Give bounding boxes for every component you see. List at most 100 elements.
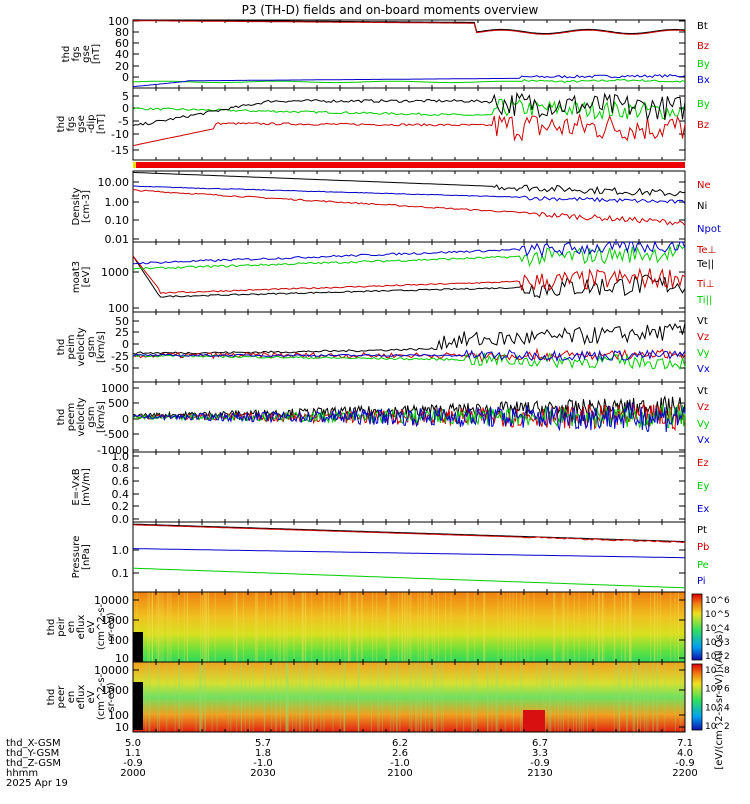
y-tick-label: 1.0 xyxy=(112,450,130,463)
y-axis-label: Pressure xyxy=(71,536,82,579)
npot-trace xyxy=(132,185,686,204)
x-row-label: thd_X-GSM xyxy=(6,738,61,749)
y-tick-label: 500 xyxy=(108,397,129,410)
y-axis-label: peem xyxy=(66,403,77,431)
y-axis-label: peir xyxy=(56,616,67,636)
pi-trace xyxy=(133,548,685,559)
y-axis-label: velocity xyxy=(76,327,87,366)
x-tick-label: 7.1 xyxy=(677,738,693,749)
y-axis-label: (cm^2-s- xyxy=(96,603,107,650)
ne-trace xyxy=(132,189,686,226)
x-tick-label: -0.9 xyxy=(675,758,695,769)
x-tick-label: 2000 xyxy=(120,768,145,779)
y-tick-label: 1000 xyxy=(101,382,129,395)
y-tick-label: -500 xyxy=(104,428,129,441)
y-tick-label: 0.6 xyxy=(112,475,130,488)
x-tick-label: 2130 xyxy=(527,768,552,779)
legend-entry: Npot xyxy=(697,224,721,235)
legend-entry: Ex xyxy=(697,504,709,515)
y-axis-label: [km/s] xyxy=(96,401,107,433)
y-tick-label: 100 xyxy=(108,709,129,722)
y-tick-label: 10.00 xyxy=(98,176,130,189)
x-tick-label: 2100 xyxy=(387,768,412,779)
bz-dip-trace xyxy=(132,114,686,147)
x-tick-label: 3.3 xyxy=(532,748,548,759)
colorbar-tick-label: 10^2 xyxy=(705,652,730,662)
y-axis-label: gse xyxy=(76,115,87,133)
legend-entry: Te|| xyxy=(696,259,714,270)
y-tick-label: 0.4 xyxy=(112,488,130,501)
y-axis-label: thd xyxy=(56,116,67,133)
x-tick-label: 6.2 xyxy=(392,738,408,749)
legend-entry: Vy xyxy=(697,348,710,359)
y-tick-label: -25 xyxy=(111,350,129,363)
bz-trace xyxy=(133,20,686,35)
legend-entry: Vz xyxy=(697,332,709,343)
data-gap xyxy=(133,632,143,662)
ti-par-trace xyxy=(132,244,686,271)
y-axis-label: [cm-3] xyxy=(81,190,92,223)
y-tick-label: 50 xyxy=(115,315,129,328)
y-tick-label: 5 xyxy=(122,90,129,103)
panel-frame xyxy=(132,451,686,523)
y-axis-label: [nT] xyxy=(96,114,107,134)
y-tick-label: 0.2 xyxy=(112,500,130,513)
colorbar-tick-label: 10^4 xyxy=(705,703,730,713)
pe-trace xyxy=(132,567,686,589)
y-tick-label: 100 xyxy=(108,15,129,28)
y-axis-label: peim xyxy=(66,334,77,359)
x-tick-label: 1.8 xyxy=(255,748,271,759)
vx-i-trace xyxy=(132,349,686,363)
y-tick-label: 0.01 xyxy=(105,233,130,246)
y-axis-label: [mV/m] xyxy=(81,468,92,506)
date-label: 2025 Apr 19 xyxy=(6,778,68,789)
legend-entry: Te⊥ xyxy=(696,245,716,256)
vy-e-trace xyxy=(132,403,686,430)
ni-trace xyxy=(132,171,686,197)
x-tick-label: -1.0 xyxy=(390,758,410,769)
bx-trace xyxy=(132,74,686,88)
y-axis-label: gse xyxy=(81,45,92,63)
y-axis-label: thd xyxy=(46,619,57,636)
vx-e-trace xyxy=(132,401,686,433)
y-axis-label: eflux xyxy=(76,615,87,640)
x-tick-label: 4.0 xyxy=(677,748,693,759)
vy-i-trace xyxy=(132,352,686,370)
y-axis-label: thd xyxy=(61,46,72,63)
legend-entry: Vx xyxy=(697,435,710,446)
y-axis-label: [km/s] xyxy=(96,331,107,363)
y-tick-label: 0.8 xyxy=(112,462,130,475)
pt-trace xyxy=(132,523,686,543)
y-axis-label: en xyxy=(66,621,77,634)
x-tick-label: 2200 xyxy=(672,768,697,779)
y-tick-label: 10000 xyxy=(94,664,129,677)
panel-frame xyxy=(132,311,686,383)
legend-entry: Pi xyxy=(697,576,706,587)
legend-entry: Pe xyxy=(697,560,709,571)
y-axis-label: fgs xyxy=(66,116,77,131)
panel-2: 50-5-10 -15 thd fgs gse -dip [nT] By Bz xyxy=(56,87,710,161)
x-tick-label: 6.7 xyxy=(532,738,548,749)
legend-entry: Pb xyxy=(697,542,709,553)
y-tick-label: -5 xyxy=(118,115,129,128)
colorbar-label: [eV/(cm^2-s-sr-eV)] (All Qs) xyxy=(714,630,725,769)
y-axis-label: sr-eV) xyxy=(106,612,117,641)
legend-entry: Ey xyxy=(697,481,709,492)
legend-entry: Vt xyxy=(697,316,708,327)
y-axis-label: eflux xyxy=(76,685,87,710)
legend-entry: Ne xyxy=(697,180,711,191)
panel-7: 1.00.80.60.40.20.0 E=-VxB [mV/m] Ez Ey Ex xyxy=(71,450,709,526)
x-tick-label: 5.7 xyxy=(255,738,271,749)
x-row-label: thd_Y-GSM xyxy=(6,748,59,759)
legend-entry: Pt xyxy=(697,525,707,536)
y-axis-label: eV xyxy=(86,690,97,703)
legend-entry: Ti⊥ xyxy=(696,279,714,290)
y-axis-label: peer xyxy=(56,685,67,709)
page-title: P3 (TH-D) fields and on-board moments ov… xyxy=(242,3,539,17)
by-trace xyxy=(132,78,686,84)
pb-trace xyxy=(132,524,686,544)
y-tick-label: 80 xyxy=(115,26,129,39)
y-tick-label: 1000 xyxy=(101,684,129,697)
